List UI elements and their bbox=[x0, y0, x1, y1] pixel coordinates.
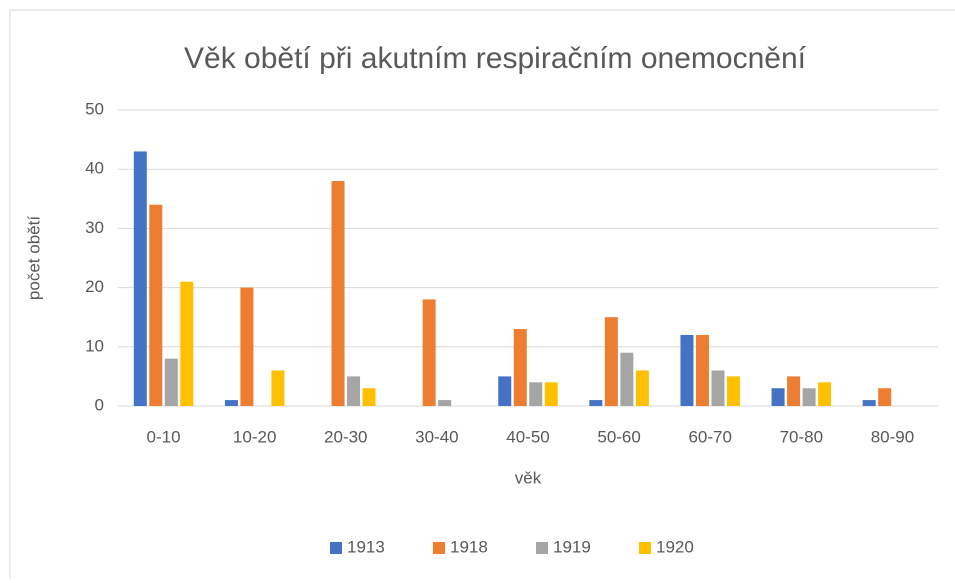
y-tick-label: 30 bbox=[85, 218, 104, 237]
bar bbox=[544, 382, 558, 406]
bar bbox=[133, 151, 147, 406]
bar bbox=[240, 287, 254, 406]
x-tick-label: 20-30 bbox=[324, 427, 367, 446]
bar bbox=[513, 329, 527, 406]
bar bbox=[180, 281, 194, 406]
bar bbox=[164, 358, 178, 406]
bar bbox=[878, 388, 892, 406]
x-axis-label: věk bbox=[515, 468, 542, 487]
bar bbox=[589, 400, 603, 406]
bar bbox=[695, 334, 709, 406]
bar bbox=[802, 388, 816, 406]
y-tick-label: 20 bbox=[85, 277, 104, 296]
bar bbox=[438, 400, 452, 406]
bar bbox=[529, 382, 543, 406]
bar bbox=[771, 388, 785, 406]
legend-swatch bbox=[330, 542, 342, 554]
chart-title: Věk obětí při akutním respiračním onemoc… bbox=[184, 42, 807, 75]
bar bbox=[149, 204, 163, 406]
legend-swatch bbox=[433, 542, 445, 554]
bar bbox=[818, 382, 832, 406]
bar bbox=[347, 376, 361, 406]
bar bbox=[498, 376, 512, 406]
legend-swatch bbox=[536, 542, 548, 554]
bar bbox=[224, 400, 238, 406]
x-tick-label: 10-20 bbox=[233, 427, 276, 446]
bar bbox=[862, 400, 876, 406]
bar bbox=[271, 370, 285, 406]
bar bbox=[620, 352, 634, 406]
y-tick-label: 50 bbox=[85, 99, 104, 118]
bar bbox=[331, 181, 345, 406]
bar bbox=[422, 299, 436, 406]
bar bbox=[787, 376, 801, 406]
x-tick-label: 30-40 bbox=[415, 427, 458, 446]
bar bbox=[604, 317, 618, 406]
x-tick-label: 70-80 bbox=[780, 427, 823, 446]
legend-label: 1919 bbox=[553, 537, 591, 556]
bar bbox=[635, 370, 649, 406]
chart-frame bbox=[9, 9, 955, 583]
x-tick-label: 40-50 bbox=[506, 427, 549, 446]
y-axis-label: počet obětí bbox=[24, 216, 43, 300]
x-tick-label: 60-70 bbox=[688, 427, 731, 446]
legend-label: 1913 bbox=[347, 537, 385, 556]
bar bbox=[680, 334, 694, 406]
x-tick-label: 0-10 bbox=[147, 427, 181, 446]
x-tick-label: 50-60 bbox=[597, 427, 640, 446]
legend-label: 1920 bbox=[656, 537, 694, 556]
bar bbox=[362, 388, 376, 406]
y-tick-label: 40 bbox=[85, 159, 104, 178]
bar bbox=[711, 370, 725, 406]
x-tick-label: 80-90 bbox=[871, 427, 914, 446]
y-tick-label: 10 bbox=[85, 336, 104, 355]
y-tick-label: 0 bbox=[95, 395, 104, 414]
legend-label: 1918 bbox=[450, 537, 488, 556]
legend-swatch bbox=[639, 542, 651, 554]
bar bbox=[726, 376, 740, 406]
